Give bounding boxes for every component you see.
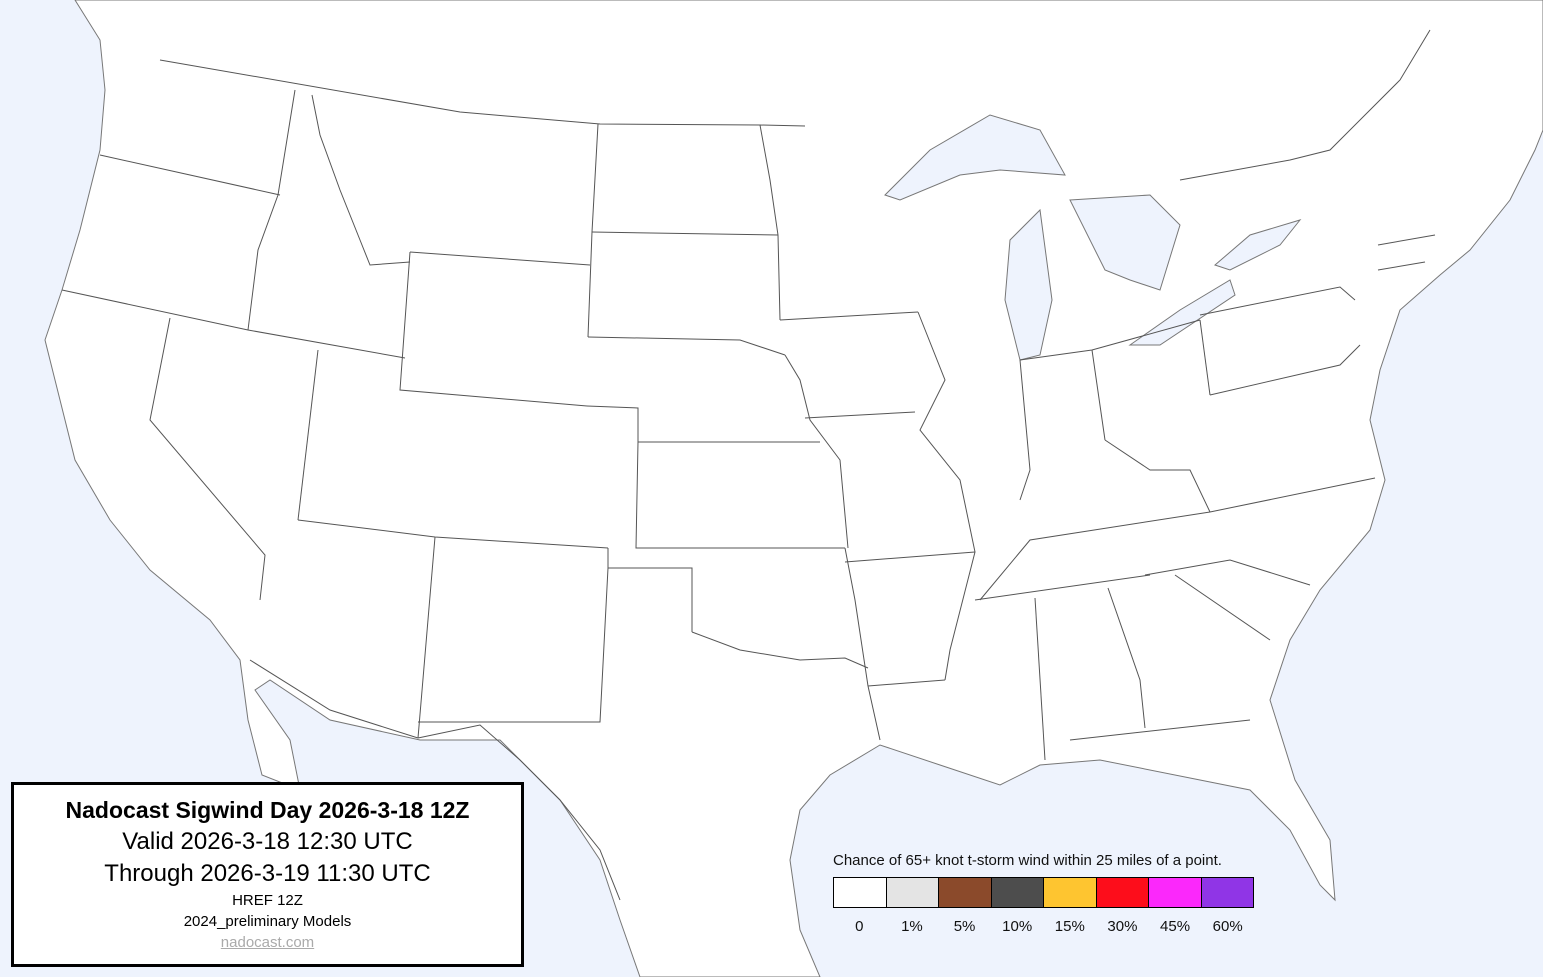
state-borders	[61, 29, 1436, 901]
lake-ontario	[1214, 219, 1302, 271]
state-border	[1377, 261, 1426, 271]
state-border	[804, 411, 916, 419]
state-border	[1174, 574, 1271, 641]
state-border	[61, 289, 406, 359]
through-time: Through 2026-3-19 11:30 UTC	[104, 860, 431, 887]
state-border	[1069, 719, 1251, 741]
models-version: 2024_preliminary Models	[183, 913, 352, 930]
legend-swatch-60	[1201, 878, 1253, 907]
legend-label: 1%	[901, 918, 923, 935]
legend-swatch-45	[1149, 878, 1202, 907]
legend-label: 10%	[1002, 918, 1033, 935]
state-border	[1019, 319, 1201, 361]
lake-huron	[1069, 194, 1181, 291]
model-name: HREF 12Z	[232, 892, 303, 909]
legend-label: 15%	[1054, 918, 1085, 935]
state-border	[867, 679, 946, 687]
state-border	[409, 251, 591, 266]
state-border	[1179, 29, 1431, 181]
legend-label: 45%	[1160, 918, 1191, 935]
state-border	[1091, 349, 1106, 441]
state-border	[249, 659, 419, 739]
legend-label: 60%	[1212, 918, 1243, 935]
great-lakes	[884, 114, 1302, 361]
state-border	[759, 124, 781, 321]
state-border	[399, 251, 588, 407]
state-border	[149, 317, 266, 601]
state-border	[691, 631, 869, 669]
state-border	[99, 154, 281, 196]
legend-label: 30%	[1107, 918, 1138, 935]
state-border	[917, 311, 976, 681]
state-border	[311, 94, 411, 266]
state-border	[1104, 439, 1211, 513]
state-border	[418, 567, 609, 723]
legend-swatch-15	[1044, 878, 1097, 907]
state-border	[844, 551, 976, 563]
state-border	[1199, 286, 1356, 316]
legend-swatch-5	[939, 878, 992, 907]
state-border	[1107, 587, 1146, 729]
forecast-info-box: Nadocast Sigwind Day 2026-3-18 12Z Valid…	[11, 782, 524, 967]
state-border	[784, 354, 849, 549]
legend-title: Chance of 65+ knot t-storm wind within 2…	[833, 852, 1222, 869]
state-border	[247, 89, 296, 331]
lake-erie	[1128, 279, 1236, 346]
probability-legend: Chance of 65+ knot t-storm wind within 2…	[833, 852, 1273, 935]
forecast-title: Nadocast Sigwind Day 2026-3-18 12Z	[65, 797, 470, 823]
state-border	[867, 685, 881, 741]
state-border	[417, 536, 436, 739]
legend-swatch-10	[991, 878, 1044, 907]
legend-labels: 0 1% 5% 10% 15% 30% 45% 60%	[833, 918, 1254, 935]
legend-color-bar	[833, 877, 1254, 908]
lake-michigan	[1004, 208, 1053, 361]
state-border	[1199, 319, 1211, 396]
state-border	[159, 59, 806, 127]
state-border	[1209, 344, 1361, 396]
legend-label: 5%	[953, 918, 976, 935]
state-border	[1377, 234, 1436, 246]
legend-swatch-1	[886, 878, 939, 907]
lake-superior	[884, 114, 1066, 201]
state-border	[1019, 359, 1031, 501]
state-border	[591, 231, 779, 236]
state-border	[635, 441, 845, 549]
state-border	[979, 477, 1376, 601]
legend-swatch-0	[834, 878, 887, 907]
state-border	[779, 311, 919, 321]
state-border	[1144, 559, 1311, 586]
state-border	[586, 405, 820, 443]
state-border	[974, 574, 1151, 601]
state-border	[844, 547, 869, 687]
state-border	[607, 548, 693, 632]
state-border	[297, 349, 319, 521]
legend-label: 0	[855, 918, 864, 935]
state-border	[1034, 597, 1046, 761]
state-border	[587, 336, 786, 356]
legend-swatch-30	[1096, 878, 1149, 907]
valid-time: Valid 2026-3-18 12:30 UTC	[122, 828, 413, 855]
state-border	[417, 724, 621, 901]
nadocast-link[interactable]: nadocast.com	[220, 934, 315, 951]
